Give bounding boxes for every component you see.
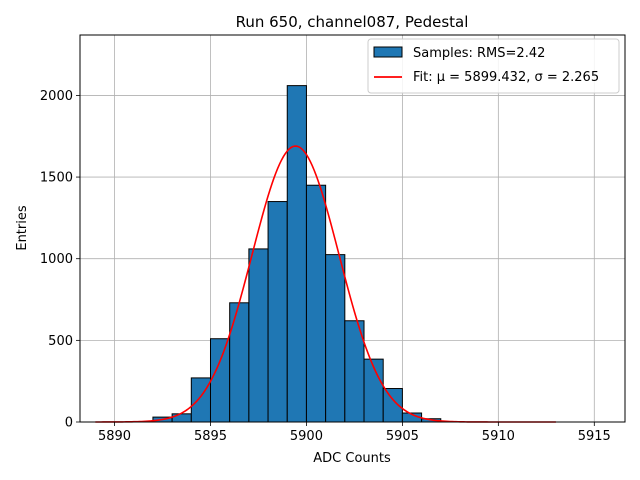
legend-box [367, 38, 620, 94]
y-axis-label: Entries [15, 205, 30, 251]
histogram-bars [152, 85, 442, 423]
histogram-bar [305, 184, 327, 423]
histogram-bar [248, 248, 269, 423]
histogram-bar [286, 85, 307, 423]
histogram-bar [325, 254, 346, 423]
y-tick-label: 2000 [40, 89, 73, 104]
x-tick-label: 5905 [386, 429, 419, 444]
histogram-bar [190, 377, 211, 423]
x-tick-label: 5900 [290, 429, 323, 444]
y-tick-label: 1500 [40, 171, 73, 186]
x-tick-label: 5915 [578, 429, 611, 444]
x-tick-label: 5890 [98, 429, 131, 444]
y-tick-label: 500 [48, 334, 73, 349]
legend: Samples: RMS=2.42 Fit: μ = 5899.432, σ =… [367, 38, 620, 94]
chart-title: Run 650, channel087, Pedestal [236, 13, 469, 31]
legend-label-fit: Fit: μ = 5899.432, σ = 2.265 [413, 70, 599, 85]
x-axis: 5890 5895 5900 5905 5910 5915 [98, 422, 611, 444]
y-tick-label: 0 [65, 416, 73, 431]
histogram-bar [229, 302, 250, 423]
y-tick-label: 1000 [40, 252, 73, 267]
x-axis-label: ADC Counts [313, 451, 391, 466]
legend-label-samples: Samples: RMS=2.42 [413, 46, 545, 61]
histogram-bar [171, 413, 192, 423]
plot-frame [79, 34, 626, 423]
histogram-bar [267, 201, 288, 423]
histogram-bar [209, 338, 231, 423]
x-tick-label: 5910 [482, 429, 515, 444]
legend-swatch-samples [373, 46, 403, 58]
y-axis: 0 500 1000 1500 2000 [40, 89, 80, 431]
x-tick-label: 5895 [194, 429, 227, 444]
